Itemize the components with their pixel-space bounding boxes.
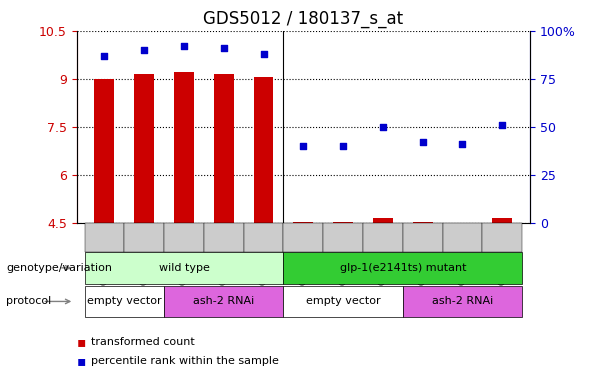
Text: wild type: wild type <box>158 263 210 273</box>
Bar <box>373 218 393 223</box>
Text: glp-1(e2141ts) mutant: glp-1(e2141ts) mutant <box>339 263 466 273</box>
Text: transformed count: transformed count <box>91 337 195 347</box>
Bar <box>174 72 194 223</box>
Point <box>299 143 308 149</box>
Point <box>219 45 229 51</box>
Point <box>140 47 149 53</box>
Text: ▪: ▪ <box>77 354 86 368</box>
Text: empty vector: empty vector <box>306 296 380 306</box>
Title: GDS5012 / 180137_s_at: GDS5012 / 180137_s_at <box>203 10 403 28</box>
Bar <box>492 218 512 223</box>
Point <box>339 143 348 149</box>
Bar <box>94 79 114 223</box>
Text: ash-2 RNAi: ash-2 RNAi <box>193 296 254 306</box>
Point <box>259 51 268 57</box>
Bar <box>413 222 433 223</box>
Point <box>179 43 188 49</box>
Point <box>100 53 109 59</box>
Bar <box>134 74 154 223</box>
Text: ▪: ▪ <box>77 335 86 349</box>
Bar <box>214 74 234 223</box>
Point <box>498 122 507 128</box>
Text: genotype/variation: genotype/variation <box>6 263 112 273</box>
Bar <box>293 222 313 223</box>
Text: percentile rank within the sample: percentile rank within the sample <box>91 356 279 366</box>
Point <box>418 139 428 145</box>
Point <box>378 124 388 130</box>
Text: ash-2 RNAi: ash-2 RNAi <box>432 296 493 306</box>
Bar <box>254 77 273 223</box>
Point <box>458 141 467 147</box>
Text: protocol: protocol <box>6 296 51 306</box>
Text: empty vector: empty vector <box>87 296 161 306</box>
